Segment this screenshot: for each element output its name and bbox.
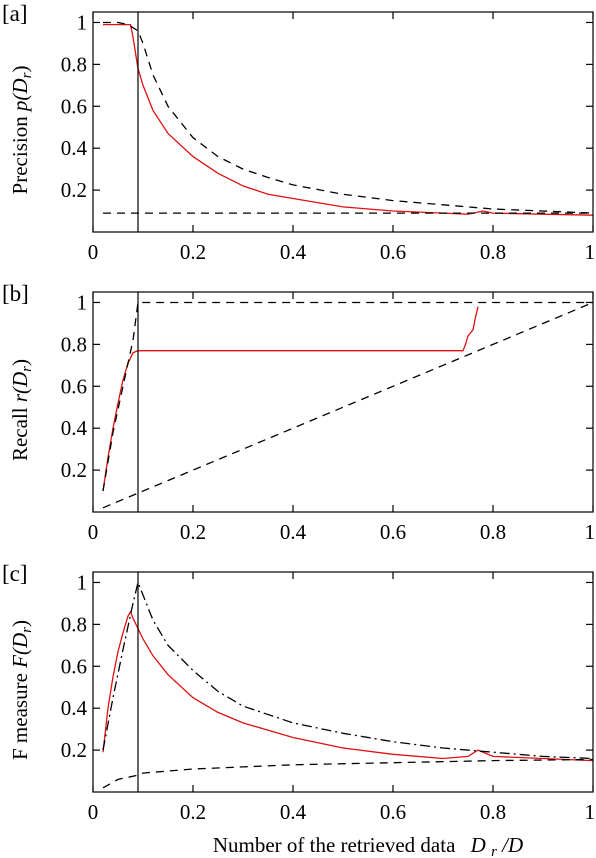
panel-letter: [c] — [2, 561, 28, 586]
x-tick-label: 0.4 — [280, 520, 307, 544]
y-axis-label-prefix: Recall — [8, 402, 32, 461]
y-axis-label: Precision p(Dr) — [8, 66, 35, 195]
y-tick-label: 0.2 — [61, 178, 87, 202]
x-axis-label-main: Number of the retrieved data — [213, 833, 456, 857]
y-tick-label: 0.2 — [61, 458, 87, 482]
y-axis-label-sym: D — [8, 633, 32, 649]
y-axis-label-func: r( — [8, 385, 32, 402]
x-axis-label-suffix: /D — [501, 833, 523, 857]
y-tick-label: 0.8 — [61, 52, 87, 76]
panel-letter: [b] — [2, 281, 29, 306]
x-tick-label: 0.2 — [180, 240, 206, 264]
x-axis-label-sub: r — [491, 844, 497, 858]
x-axis-label-sym: D — [470, 833, 486, 857]
x-tick-label: 0.6 — [380, 520, 406, 544]
x-tick-label: 0.6 — [380, 240, 406, 264]
y-axis-label: F measure F(Dr) — [8, 620, 35, 760]
y-axis-label-close: ) — [8, 359, 32, 366]
series-3-line — [102, 758, 593, 789]
x-tick-label: 0.4 — [280, 240, 307, 264]
x-tick-label: 0.8 — [480, 240, 506, 264]
y-axis-label: Recall r(Dr) — [8, 359, 35, 461]
series-3-line — [102, 301, 593, 509]
x-tick-label: 0.8 — [480, 520, 506, 544]
y-tick-label: 0.8 — [61, 612, 87, 636]
y-axis-label-prefix: F measure — [8, 668, 32, 760]
x-tick-label: 0.8 — [480, 800, 506, 824]
y-tick-label: 0.4 — [61, 416, 88, 440]
plot-frame — [92, 571, 594, 793]
y-tick-label: 0.6 — [61, 94, 87, 118]
y-axis-label-func: F( — [8, 646, 32, 669]
y-axis-label-sub: r — [19, 72, 35, 78]
y-axis-label-sub: r — [19, 366, 35, 372]
x-tick-label: 0 — [88, 240, 99, 264]
x-axis-label: Number of the retrieved data D r /D — [213, 833, 523, 858]
y-tick-label: 1 — [77, 570, 88, 594]
y-tick-label: 1 — [77, 10, 88, 34]
y-tick-label: 0.6 — [61, 654, 87, 678]
panel-letter: [a] — [2, 1, 28, 26]
series-1-line — [103, 23, 593, 216]
x-tick-label: 1 — [585, 800, 596, 824]
y-axis-label-sub: r — [19, 627, 35, 633]
y-axis-label-sym: D — [8, 372, 32, 388]
series-2-line — [103, 21, 593, 214]
x-tick-label: 0.4 — [280, 800, 307, 824]
y-axis-label-func: p( — [8, 92, 32, 114]
x-tick-label: 0 — [88, 520, 99, 544]
y-axis-label-prefix: Precision — [8, 111, 32, 194]
series-2-line — [102, 580, 593, 760]
x-tick-label: 0.2 — [180, 520, 206, 544]
series-2-line — [102, 301, 593, 492]
panel-3: 0 0.2 0.4 0.6 0.8 1 0.2 0.4 0.6 0.8 1 [c] F measure … — [2, 561, 595, 824]
y-axis-label-close: ) — [8, 620, 32, 627]
y-tick-label: 0.4 — [61, 696, 88, 720]
panel-1: 0 0.2 0.4 0.6 0.8 1 0.2 0.4 0.6 0.8 1 [a] Precision … — [2, 1, 595, 264]
x-tick-label: 0.6 — [380, 800, 406, 824]
series-1-line — [102, 610, 593, 762]
x-tick-label: 0.2 — [180, 800, 206, 824]
panels: 0 0.2 0.4 0.6 0.8 1 0.2 0.4 0.6 0.8 1 [a] Precision … — [2, 1, 595, 824]
x-tick-label: 0 — [88, 800, 99, 824]
series-1-line — [102, 306, 479, 492]
y-axis-label-sym: D — [8, 78, 32, 94]
plot-frame — [92, 291, 594, 513]
x-tick-label: 1 — [585, 240, 596, 264]
y-tick-label: 0.2 — [61, 738, 87, 762]
y-tick-label: 1 — [77, 290, 88, 314]
y-axis-label-close: ) — [8, 66, 32, 73]
plot-frame — [92, 11, 594, 233]
panel-2: 0 0.2 0.4 0.6 0.8 1 0.2 0.4 0.6 0.8 1 [b] Recall r(D… — [2, 281, 595, 544]
y-tick-label: 0.6 — [61, 374, 87, 398]
x-tick-label: 1 — [585, 520, 596, 544]
y-tick-label: 0.4 — [61, 136, 88, 160]
y-tick-label: 0.8 — [61, 332, 87, 356]
